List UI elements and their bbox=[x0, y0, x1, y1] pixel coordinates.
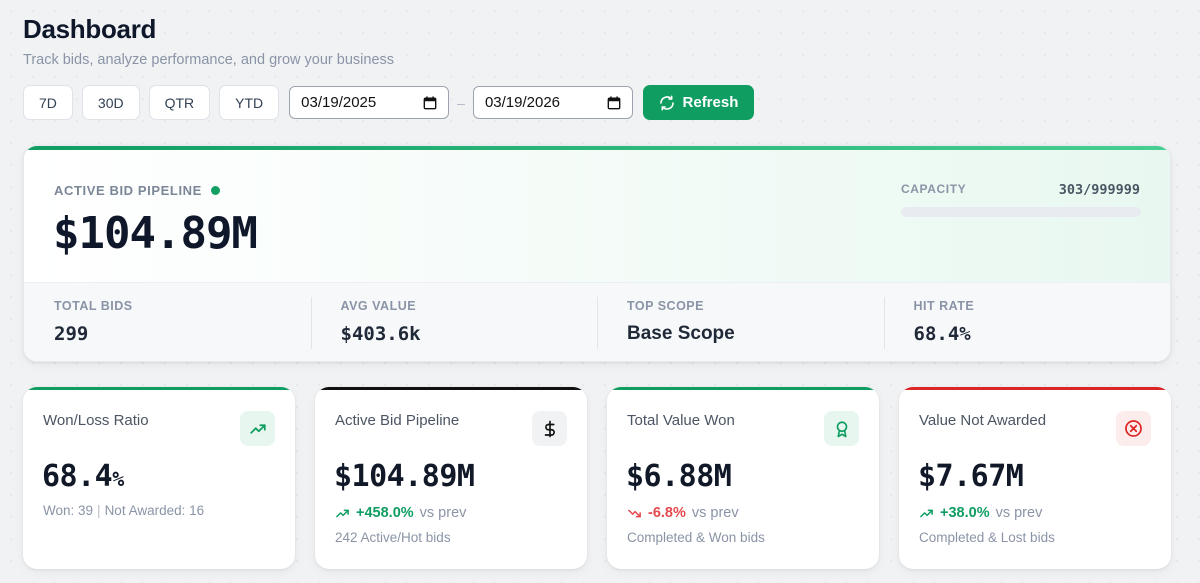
range-7d-button[interactable]: 7D bbox=[23, 85, 73, 120]
stat-value: 299 bbox=[54, 323, 89, 345]
delta-suffix: vs prev bbox=[995, 505, 1043, 521]
card-value: 68.4% bbox=[42, 459, 124, 494]
stat-label: HIT RATE bbox=[913, 299, 975, 313]
start-date-value: 03/19/2025 bbox=[301, 94, 377, 111]
card-note: Completed & Won bids bbox=[627, 530, 765, 545]
stat-label: TOP SCOPE bbox=[627, 299, 704, 313]
card-value-number: 68.4 bbox=[42, 459, 113, 494]
date-range-separator: – bbox=[457, 94, 465, 111]
value-not-awarded-card[interactable]: Value Not Awarded $7.67M +38.0% vs prev … bbox=[899, 387, 1171, 569]
card-title: Value Not Awarded bbox=[919, 412, 1047, 429]
delta-value: -6.8% bbox=[648, 505, 686, 521]
refresh-icon bbox=[659, 95, 674, 110]
card-note: Completed & Lost bids bbox=[919, 530, 1055, 545]
trending-down-icon bbox=[628, 509, 641, 517]
live-status-dot bbox=[210, 186, 220, 195]
capacity-value: 303/999999 bbox=[1058, 182, 1140, 198]
delta-value: +458.0% bbox=[356, 505, 414, 521]
trending-up-icon bbox=[240, 411, 275, 446]
award-icon bbox=[824, 411, 859, 446]
stat-value: Base Scope bbox=[627, 323, 735, 344]
dollar-icon bbox=[532, 411, 567, 446]
hero-stats-row: TOTAL BIDS 299 AVG VALUE $403.6k TOP SCO… bbox=[24, 282, 1170, 361]
end-date-input[interactable]: 03/19/2026 bbox=[472, 86, 633, 119]
range-30d-button[interactable]: 30D bbox=[81, 85, 140, 120]
card-value: $7.67M bbox=[918, 459, 1024, 494]
range-qtr-button[interactable]: QTR bbox=[148, 85, 211, 120]
capacity-label: CAPACITY bbox=[901, 182, 967, 196]
page-header: Dashboard Track bids, analyze performanc… bbox=[23, 14, 394, 68]
stat-label: AVG VALUE bbox=[340, 299, 417, 313]
card-note: 242 Active/Hot bids bbox=[335, 530, 451, 545]
card-accent-bar bbox=[607, 387, 879, 390]
card-delta: +458.0% vs prev bbox=[335, 505, 466, 521]
card-accent-bar bbox=[899, 387, 1171, 390]
not-awarded-count: Not Awarded: 16 bbox=[104, 503, 205, 518]
delta-suffix: vs prev bbox=[419, 505, 467, 521]
stat-value: 68.4% bbox=[913, 323, 971, 345]
subtext-divider: | bbox=[97, 503, 101, 518]
stat-hit-rate: HIT RATE 68.4% bbox=[883, 283, 1171, 361]
hero-summary: ACTIVE BID PIPELINE $104.89M CAPACITY 30… bbox=[24, 146, 1170, 282]
calendar-icon[interactable] bbox=[607, 95, 621, 110]
won-count: Won: 39 bbox=[43, 503, 94, 518]
delta-value: +38.0% bbox=[940, 505, 990, 521]
pipeline-label-text: ACTIVE BID PIPELINE bbox=[54, 183, 202, 198]
delta-suffix: vs prev bbox=[691, 505, 739, 521]
trending-up-icon bbox=[920, 509, 933, 517]
calendar-icon[interactable] bbox=[423, 95, 437, 110]
card-delta: +38.0% vs prev bbox=[919, 505, 1042, 521]
stat-avg-value: AVG VALUE $403.6k bbox=[310, 283, 598, 361]
refresh-label: Refresh bbox=[682, 94, 739, 111]
stat-top-scope: TOP SCOPE Base Scope bbox=[597, 283, 884, 361]
page-subtitle: Track bids, analyze performance, and gro… bbox=[23, 52, 395, 68]
page-title: Dashboard bbox=[23, 14, 157, 44]
pipeline-value: $104.89M bbox=[53, 208, 258, 259]
card-title: Total Value Won bbox=[627, 412, 735, 429]
pipeline-label: ACTIVE BID PIPELINE bbox=[54, 183, 220, 198]
start-date-input[interactable]: 03/19/2025 bbox=[289, 86, 450, 119]
date-toolbar: 7D 30D QTR YTD 03/19/2025 – 03/19/2026 R… bbox=[23, 85, 754, 120]
stat-total-bids: TOTAL BIDS 299 bbox=[24, 283, 311, 361]
refresh-button[interactable]: Refresh bbox=[642, 85, 754, 120]
stat-label: TOTAL BIDS bbox=[54, 299, 133, 313]
trending-up-icon bbox=[336, 509, 349, 517]
end-date-value: 03/19/2026 bbox=[484, 94, 561, 111]
card-title: Won/Loss Ratio bbox=[43, 412, 149, 429]
hero-accent-bar bbox=[24, 146, 1170, 150]
card-value: $6.88M bbox=[626, 459, 732, 494]
card-delta: -6.8% vs prev bbox=[627, 505, 739, 521]
card-value: $104.89M bbox=[334, 459, 475, 494]
stat-value: $403.6k bbox=[340, 323, 421, 345]
pipeline-card[interactable]: Active Bid Pipeline $104.89M +458.0% vs … bbox=[315, 387, 587, 569]
card-subtext: Won: 39 | Not Awarded: 16 bbox=[43, 503, 204, 518]
capacity-progress-bar bbox=[901, 207, 1141, 217]
card-accent-bar bbox=[315, 387, 587, 390]
x-circle-icon bbox=[1116, 411, 1151, 446]
value-won-card[interactable]: Total Value Won $6.88M -6.8% vs prev Com… bbox=[607, 387, 879, 569]
card-value-suffix: % bbox=[112, 467, 124, 491]
winloss-card[interactable]: Won/Loss Ratio 68.4% Won: 39 | Not Awarded… bbox=[23, 387, 295, 569]
card-title: Active Bid Pipeline bbox=[335, 412, 460, 429]
kpi-cards: Won/Loss Ratio 68.4% Won: 39 | Not Awarded… bbox=[23, 387, 1171, 569]
range-ytd-button[interactable]: YTD bbox=[219, 85, 280, 120]
card-accent-bar bbox=[23, 387, 295, 390]
pipeline-hero-card: ACTIVE BID PIPELINE $104.89M CAPACITY 30… bbox=[23, 145, 1171, 362]
